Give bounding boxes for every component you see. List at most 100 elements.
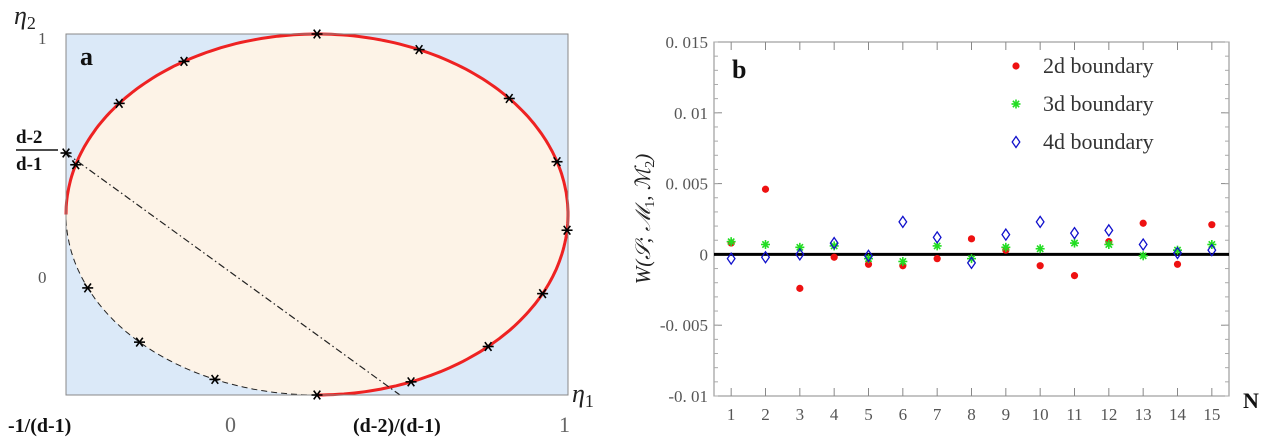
data-point-star (1104, 239, 1114, 249)
data-point-star (1001, 242, 1011, 252)
data-point-dot (864, 260, 873, 268)
boundary-marker (134, 337, 146, 348)
y-tick-label-b: 0. 015 (666, 33, 709, 52)
x-tick-label-b: 5 (864, 405, 873, 424)
boundary-marker (70, 159, 82, 170)
chord-line (65, 152, 401, 396)
y-tick-label-b: 0 (700, 245, 709, 264)
boundary-marker (561, 225, 573, 236)
x-tick-label-b: 11 (1066, 405, 1082, 424)
data-point-dot (967, 235, 976, 243)
y-special-denominator: d-1 (16, 154, 42, 175)
y-axis-label-b: W(𝒮; ℳ1, ℳ2) (631, 154, 658, 284)
x-tick-label-b: 9 (1002, 405, 1011, 424)
y-tick-label-a: 1 (38, 29, 47, 48)
boundary-marker (551, 156, 563, 167)
y-tick-label-b: 0. 01 (674, 104, 708, 123)
boundary-marker (482, 341, 494, 352)
boundary-marker (413, 44, 425, 55)
x-tick-label-a: 0 (225, 412, 236, 437)
y-tick-label-a: 0 (38, 268, 47, 287)
x-tick-label-b: 3 (796, 405, 805, 424)
x-tick-label-a: -1/(d-1) (8, 415, 71, 437)
legend-entry: 2d boundary (1012, 53, 1154, 78)
x-tick-label-b: 2 (761, 405, 770, 424)
boundary-markers (60, 29, 573, 400)
data-point-diamond (1069, 226, 1080, 240)
data-point-star (761, 239, 770, 249)
data-point-star (726, 237, 736, 247)
data-point-diamond (1207, 243, 1217, 257)
data-point-star (795, 242, 805, 252)
data-point-dot (796, 284, 804, 292)
data-point-diamond (1172, 246, 1183, 260)
data-point-dot (1208, 221, 1216, 229)
x-tick-label-b: 12 (1100, 405, 1117, 424)
legend-label: 4d boundary (1043, 129, 1154, 154)
y-tick-label-b: 0. 005 (666, 175, 709, 194)
panel-b-label: b (732, 55, 746, 84)
data-point-diamond (932, 230, 942, 245)
data-point-diamond (760, 250, 771, 264)
legend-label: 2d boundary (1043, 53, 1154, 78)
x-tick-label-b: 13 (1135, 405, 1152, 424)
y-tick-label-b: -0. 005 (660, 316, 708, 335)
data-point-diamond (1001, 227, 1011, 242)
boundary-marker (178, 56, 190, 67)
data-point-dot (933, 255, 941, 263)
legend-marker (1011, 135, 1021, 149)
legend-marker (1012, 62, 1020, 70)
x-axis-label-a: η1 (572, 379, 594, 411)
x-tick-label-b: 14 (1169, 405, 1187, 424)
permissible-region (66, 34, 568, 395)
data-point-star (829, 241, 839, 251)
x-tick-label-b: 7 (933, 405, 942, 424)
x-tick-label-b: 15 (1203, 405, 1220, 424)
legend-entry: 4d boundary (1011, 129, 1154, 154)
data-point-diamond (795, 247, 805, 262)
data-point-star (1070, 238, 1079, 248)
legend-label: 3d boundary (1043, 91, 1154, 116)
data-point-dot (1173, 260, 1182, 268)
data-point-diamond (829, 236, 839, 250)
data-point-diamond (726, 252, 736, 266)
data-point-star (1138, 251, 1148, 261)
data-point-dot (1070, 272, 1079, 280)
panel-b-frame (713, 41, 1230, 397)
y-axis-label-a: η2 (14, 1, 36, 33)
upper-boundary-curve (64, 32, 570, 397)
panel-a: a η2 η1 1 0 d-2 d-1 -1/(d-1) 0 (d-2)/(d-… (8, 1, 594, 437)
boundary-marker (537, 288, 549, 299)
data-point-dot (830, 253, 838, 261)
x-tick-label-b: 10 (1032, 405, 1049, 424)
data-points (726, 185, 1217, 292)
y-special-numerator: d-2 (16, 127, 42, 148)
x-ticks-b: 1 2 3 4 5 6 7 8 9 10 11 12 13 14 15 (727, 42, 1220, 424)
x-axis-label-b: N (1243, 388, 1259, 413)
y-tick-label-b: -0. 01 (668, 387, 708, 406)
x-tick-label-b: 1 (727, 405, 736, 424)
x-tick-label-b: 8 (967, 405, 976, 424)
data-point-dot (1036, 262, 1044, 270)
data-point-star (898, 256, 908, 266)
data-point-dot (1139, 219, 1147, 227)
data-point-diamond (1138, 237, 1148, 252)
boundary-marker (113, 98, 125, 109)
data-point-star (1035, 244, 1045, 254)
boundary-marker (311, 390, 323, 400)
x-tick-label-b: 6 (899, 405, 908, 424)
data-point-dot (761, 185, 770, 193)
x-tick-label-a: 1 (559, 412, 570, 437)
boundary-marker (503, 93, 515, 104)
boundary-marker (405, 376, 417, 387)
x-tick-label-a: (d-2)/(d-1) (353, 415, 441, 437)
panel-a-label: a (80, 42, 93, 71)
legend-entry: 3d boundary (1011, 91, 1154, 116)
data-point-diamond (1035, 215, 1045, 229)
y-ticks-b: 0. 015 0. 01 0. 005 0 -0. 005 -0. 01 (660, 33, 1229, 406)
legend-marker (1011, 99, 1021, 109)
legend: 2d boundary 3d boundary 4d boundary (1011, 53, 1154, 154)
lower-boundary-curve (65, 214, 317, 396)
